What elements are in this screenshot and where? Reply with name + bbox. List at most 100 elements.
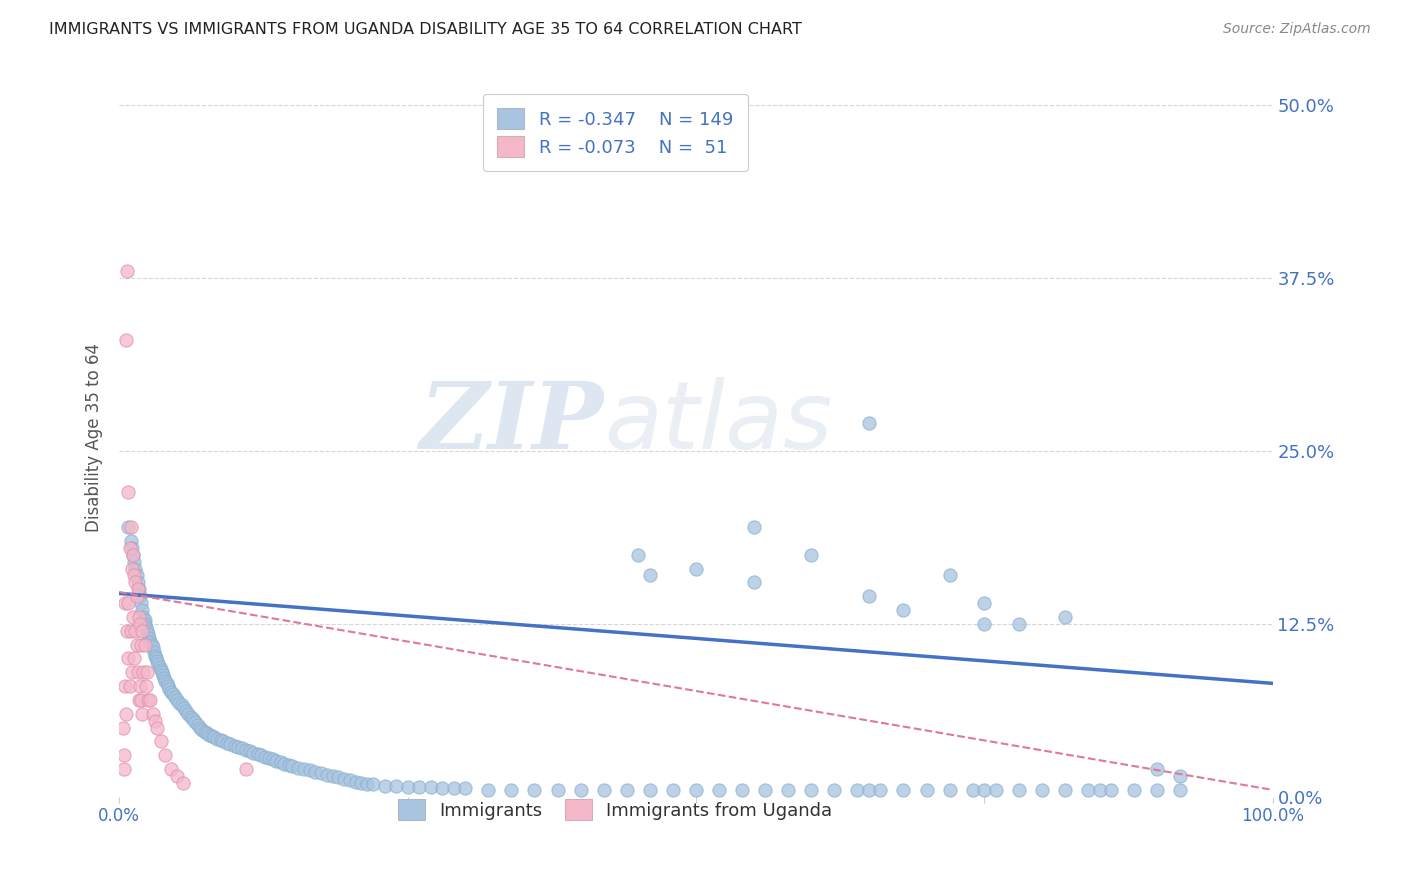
Point <box>858 783 880 797</box>
Point <box>129 693 152 707</box>
Point <box>148 657 170 671</box>
Point <box>135 621 157 635</box>
Point <box>869 783 891 797</box>
Point <box>174 704 197 718</box>
Point <box>262 752 284 766</box>
Point <box>155 676 177 690</box>
Point <box>157 681 180 696</box>
Point <box>1008 783 1031 797</box>
Point <box>149 734 172 748</box>
Point <box>569 783 592 797</box>
Point <box>235 743 257 757</box>
Point <box>153 671 176 685</box>
Text: IMMIGRANTS VS IMMIGRANTS FROM UGANDA DISABILITY AGE 35 TO 64 CORRELATION CHART: IMMIGRANTS VS IMMIGRANTS FROM UGANDA DIS… <box>49 22 801 37</box>
Point <box>333 772 356 786</box>
Point <box>1088 783 1111 797</box>
Point <box>685 783 707 797</box>
Point <box>117 485 139 500</box>
Point <box>177 706 200 721</box>
Point <box>128 582 150 597</box>
Point <box>156 679 179 693</box>
Point <box>292 762 315 776</box>
Point <box>120 520 142 534</box>
Point <box>162 687 184 701</box>
Point <box>139 635 162 649</box>
Point <box>181 712 204 726</box>
Point <box>662 783 685 797</box>
Point <box>973 616 995 631</box>
Point <box>127 665 149 680</box>
Point <box>145 651 167 665</box>
Point <box>114 679 136 693</box>
Point <box>131 706 153 721</box>
Point <box>195 726 218 740</box>
Point <box>129 638 152 652</box>
Point <box>356 777 378 791</box>
Point <box>938 783 960 797</box>
Point <box>150 665 173 680</box>
Point <box>115 706 138 721</box>
Point <box>129 616 152 631</box>
Point <box>277 758 299 772</box>
Point <box>117 596 139 610</box>
Point <box>136 626 159 640</box>
Point <box>973 596 995 610</box>
Point <box>122 651 145 665</box>
Point <box>224 739 246 753</box>
Point <box>858 589 880 603</box>
Point <box>1053 610 1076 624</box>
Point <box>273 756 295 771</box>
Point <box>328 771 350 785</box>
Point <box>1168 783 1191 797</box>
Point <box>685 561 707 575</box>
Legend: Immigrants, Immigrants from Uganda: Immigrants, Immigrants from Uganda <box>384 785 846 835</box>
Point <box>149 659 172 673</box>
Point <box>127 575 149 590</box>
Point <box>170 698 193 713</box>
Point <box>120 624 142 638</box>
Point <box>134 613 156 627</box>
Point <box>212 734 235 748</box>
Point <box>239 744 262 758</box>
Point <box>184 715 207 730</box>
Point <box>235 762 257 776</box>
Point <box>149 663 172 677</box>
Point <box>742 520 765 534</box>
Point <box>1099 783 1122 797</box>
Point <box>117 264 139 278</box>
Point <box>202 731 225 745</box>
Point <box>135 679 157 693</box>
Text: Source: ZipAtlas.com: Source: ZipAtlas.com <box>1223 22 1371 37</box>
Point <box>638 568 661 582</box>
Point <box>136 693 159 707</box>
Point <box>443 781 465 796</box>
Point <box>304 764 326 779</box>
Point <box>1008 616 1031 631</box>
Point <box>938 568 960 582</box>
Point <box>146 721 169 735</box>
Point <box>129 589 152 603</box>
Point <box>322 769 344 783</box>
Point <box>134 616 156 631</box>
Point <box>215 736 238 750</box>
Point <box>131 603 153 617</box>
Point <box>143 714 166 728</box>
Point <box>627 548 650 562</box>
Point <box>115 333 138 347</box>
Point <box>742 575 765 590</box>
Point <box>166 693 188 707</box>
Point <box>219 737 242 751</box>
Point <box>250 748 273 763</box>
Point <box>187 718 209 732</box>
Point <box>136 624 159 638</box>
Point <box>117 520 139 534</box>
Point <box>155 673 177 688</box>
Point <box>298 764 321 778</box>
Point <box>191 723 214 738</box>
Point <box>1168 769 1191 783</box>
Point <box>142 640 165 655</box>
Point <box>132 665 155 680</box>
Point <box>117 651 139 665</box>
Point <box>146 654 169 668</box>
Point <box>129 679 152 693</box>
